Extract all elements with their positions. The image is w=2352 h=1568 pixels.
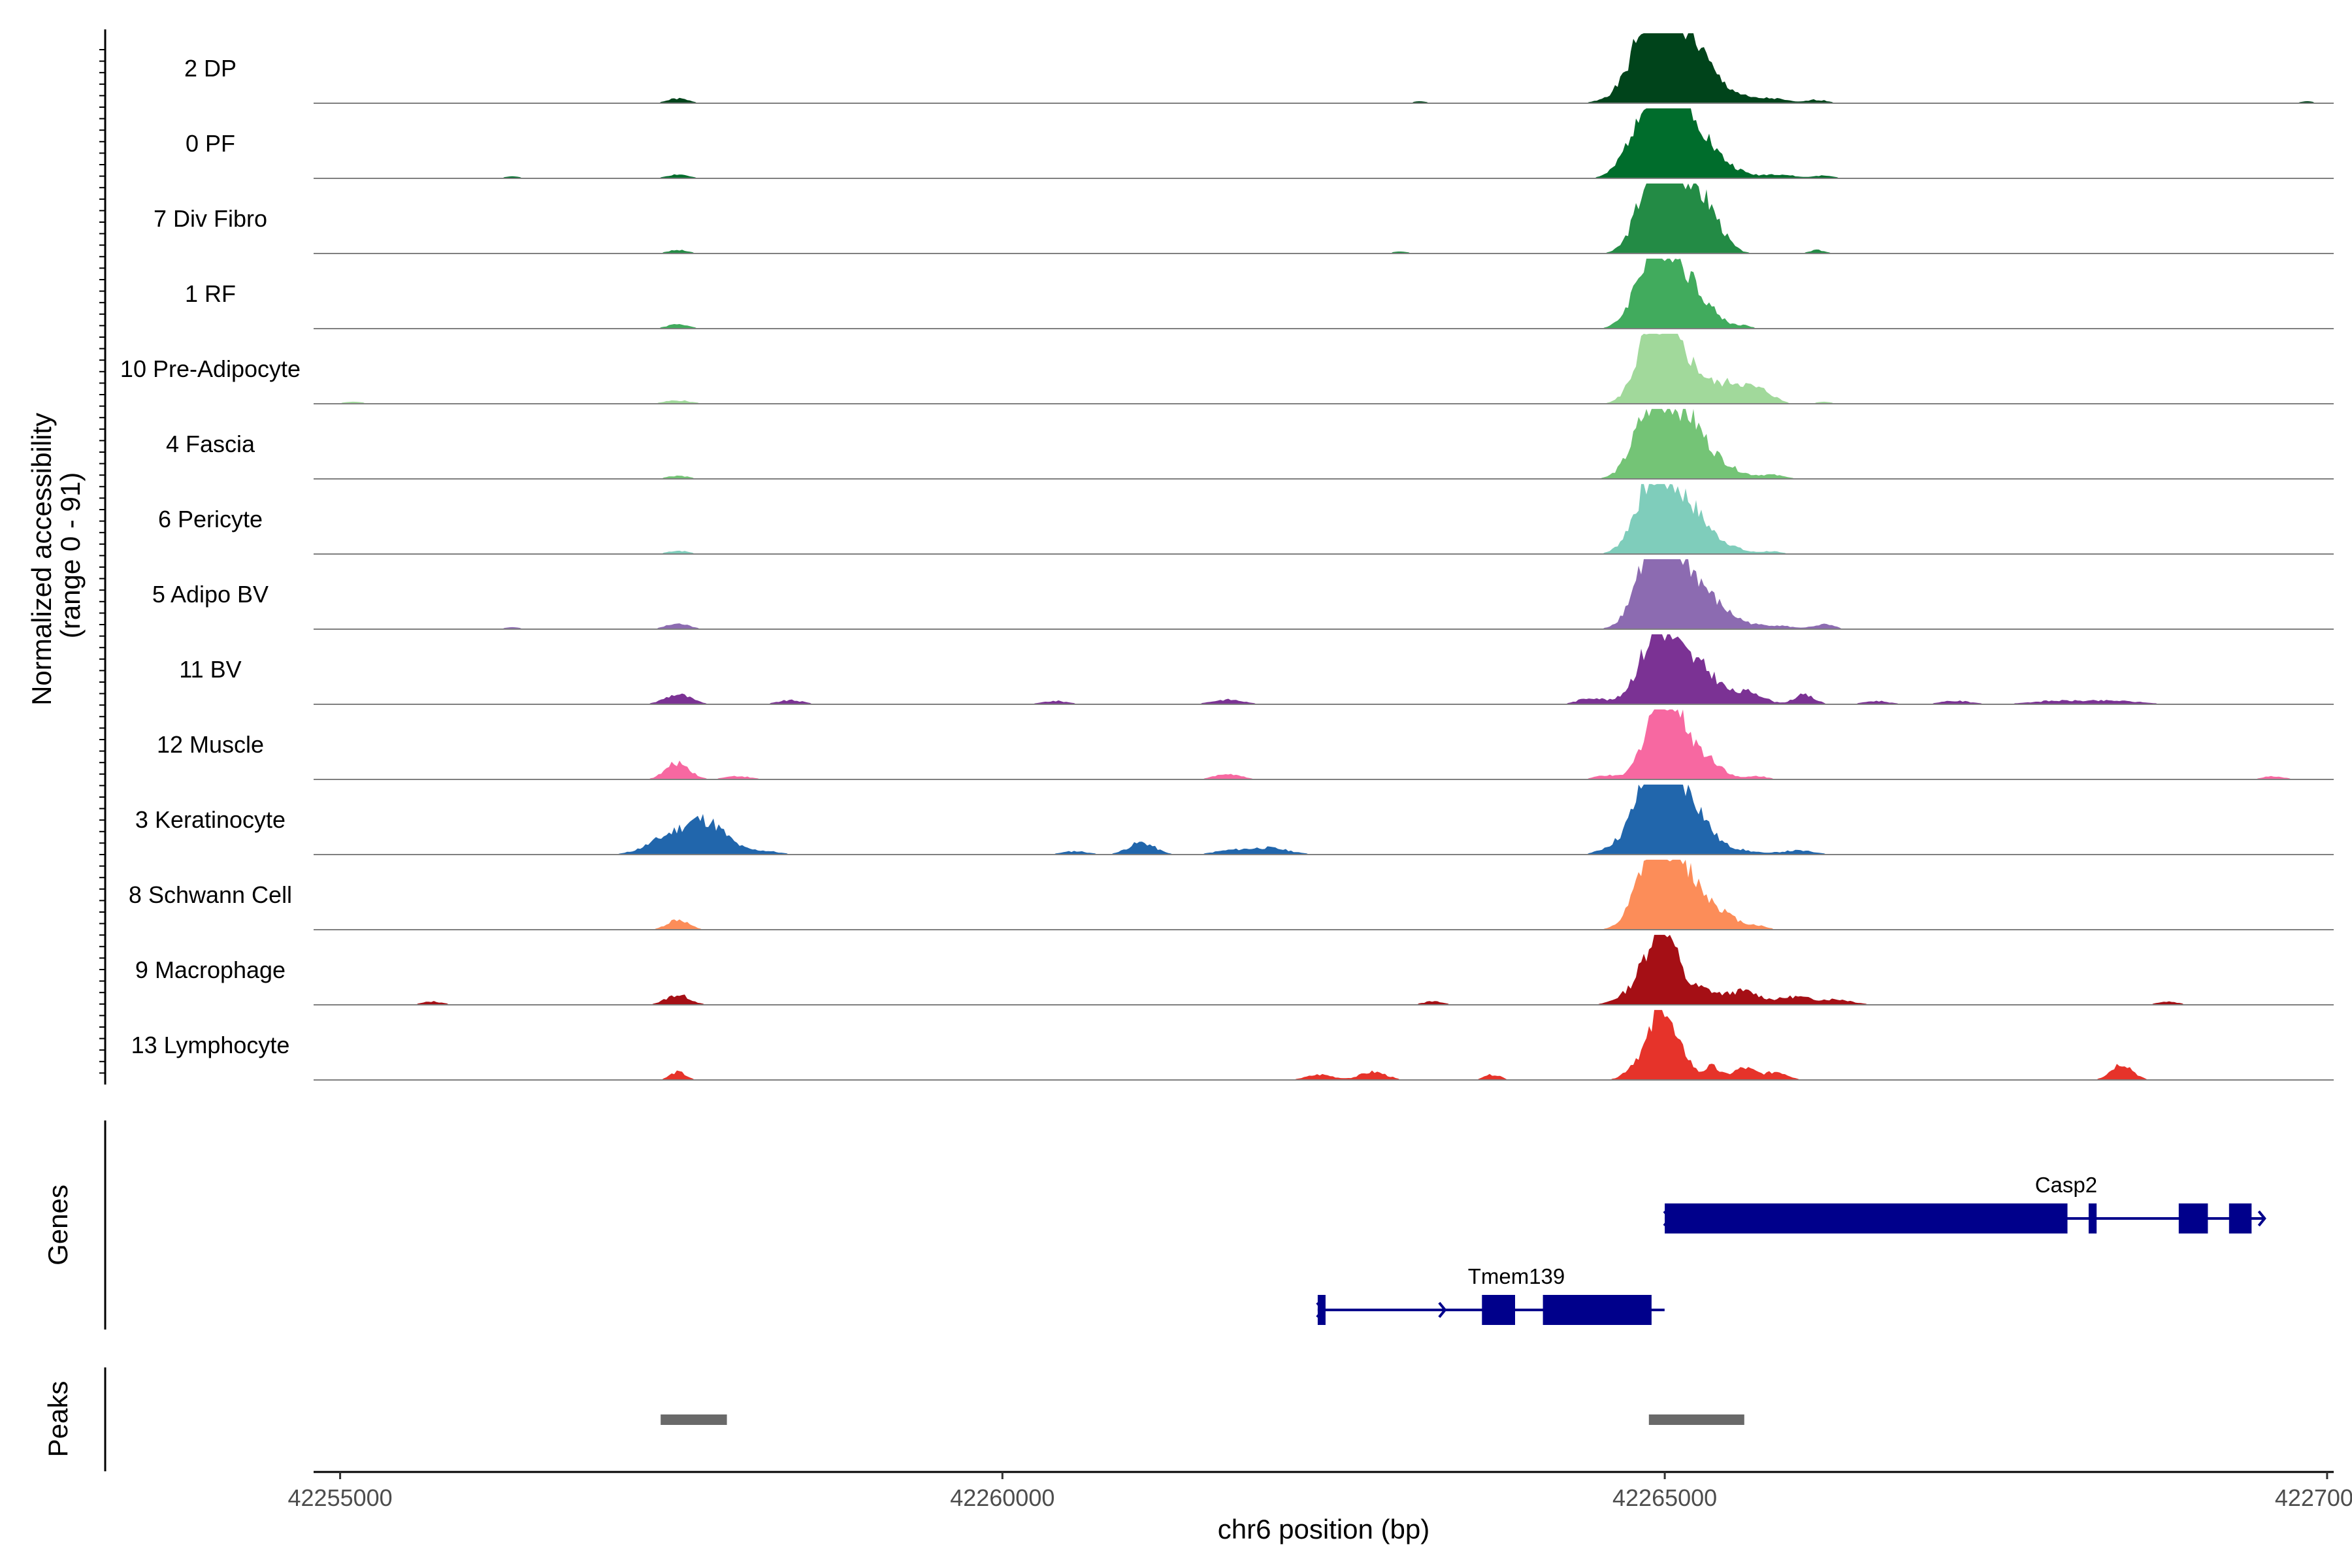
genes-track: Casp2 Tmem139: [1316, 1173, 2266, 1325]
coverage-area-13-lymphocyte: [314, 1009, 2334, 1080]
coverage-area-1-rf: [314, 258, 2334, 329]
gene-exon: [1482, 1295, 1515, 1325]
track-9-macrophage: 9 Macrophage: [135, 934, 2334, 1005]
gene-label: Tmem139: [1468, 1264, 1565, 1288]
coverage-area-8-schwann-cell: [314, 859, 2334, 930]
track-label: 13 Lymphocyte: [131, 1032, 290, 1058]
track-8-schwann-cell: 8 Schwann Cell: [129, 859, 2334, 930]
coverage-area-12-muscle: [314, 709, 2334, 779]
gene-exon: [2088, 1203, 2097, 1233]
track-label: 4 Fascia: [166, 431, 255, 457]
genes-panel-label: Genes: [42, 1184, 73, 1266]
x-tick-label: 42270000: [2275, 1484, 2352, 1511]
track-label: 12 Muscle: [157, 731, 264, 758]
gene-label: Casp2: [2035, 1173, 2097, 1197]
track-label: 11 BV: [179, 656, 241, 683]
track-13-lymphocyte: 13 Lymphocyte: [131, 1009, 2334, 1081]
coverage-y-axis-title-line-2: (range 0 - 91): [55, 472, 86, 638]
coverage-area-4-fascia: [314, 408, 2334, 479]
coverage-y-axis-title-line-1: Normalized accessibility: [26, 413, 57, 706]
gene-tmem139: Tmem139: [1316, 1264, 1665, 1325]
x-tick-label: 42260000: [950, 1484, 1054, 1511]
x-tick-label: 42265000: [1612, 1484, 1717, 1511]
coverage-area-0-pf: [314, 108, 2334, 178]
track-1-rf: 1 RF: [185, 258, 2334, 329]
coverage-area-2-dp: [314, 33, 2334, 103]
track-0-pf: 0 PF: [186, 108, 2334, 179]
coverage-area-9-macrophage: [314, 934, 2334, 1005]
gene-casp2: Casp2: [1663, 1173, 2266, 1233]
track-3-keratinocyte: 3 Keratinocyte: [135, 784, 2334, 855]
coverage-area-6-pericyte: [314, 483, 2334, 554]
track-7-div-fibro: 7 Div Fibro: [154, 183, 2334, 254]
track-label: 1 RF: [185, 280, 236, 307]
gene-exon: [1543, 1295, 1652, 1325]
track-5-adipo-bv: 5 Adipo BV: [152, 559, 2334, 630]
x-axis-title: chr6 position (bp): [1218, 1514, 1430, 1544]
coverage-y-axis-ticks: [99, 49, 105, 1074]
gene-exon: [1317, 1295, 1326, 1325]
strand-arrow: [2257, 1210, 2266, 1227]
gene-exon: [1665, 1203, 2068, 1233]
peak-region: [661, 1414, 727, 1425]
track-label: 3 Keratinocyte: [135, 806, 286, 833]
coverage-area-10-pre-adipocyte: [314, 333, 2334, 404]
x-tick-label: 42255000: [288, 1484, 393, 1511]
track-12-muscle: 12 Muscle: [157, 709, 2334, 780]
track-label: 7 Div Fibro: [154, 205, 267, 232]
track-label: 9 Macrophage: [135, 956, 286, 983]
strand-arrow: [1438, 1301, 1447, 1318]
track-label: 2 DP: [184, 55, 237, 82]
track-4-fascia: 4 Fascia: [166, 408, 2334, 480]
peaks-track: [661, 1414, 1744, 1425]
track-2-dp: 2 DP: [184, 33, 2334, 104]
coverage-area-3-keratinocyte: [314, 784, 2334, 855]
x-axis-ticks: 42255000 42260000 42265000 42270000: [288, 1472, 2352, 1511]
peaks-panel-label: Peaks: [42, 1381, 73, 1458]
coverage-area-7-div-fibro: [314, 183, 2334, 253]
coverage-area-11-bv: [314, 634, 2334, 704]
track-label: 0 PF: [186, 130, 235, 157]
track-10-pre-adipocyte: 10 Pre-Adipocyte: [120, 333, 2334, 404]
gene-exon: [2229, 1203, 2252, 1233]
peak-region: [1648, 1414, 1744, 1425]
track-6-pericyte: 6 Pericyte: [158, 483, 2334, 555]
track-label: 8 Schwann Cell: [129, 881, 292, 908]
coverage-y-axis-title: Normalized accessibility (range 0 - 91): [26, 405, 86, 706]
track-label: 6 Pericyte: [158, 506, 263, 532]
coverage-tracks: 2 DP 0 PF 7 Div Fibro 1 RF 10 Pre-Adipocyte 4…: [120, 33, 2334, 1081]
track-11-bv: 11 BV: [179, 634, 2334, 705]
track-label: 5 Adipo BV: [152, 581, 269, 608]
gene-exon: [2178, 1203, 2208, 1233]
coverage-area-5-adipo-bv: [314, 559, 2334, 629]
track-label: 10 Pre-Adipocyte: [120, 355, 301, 382]
